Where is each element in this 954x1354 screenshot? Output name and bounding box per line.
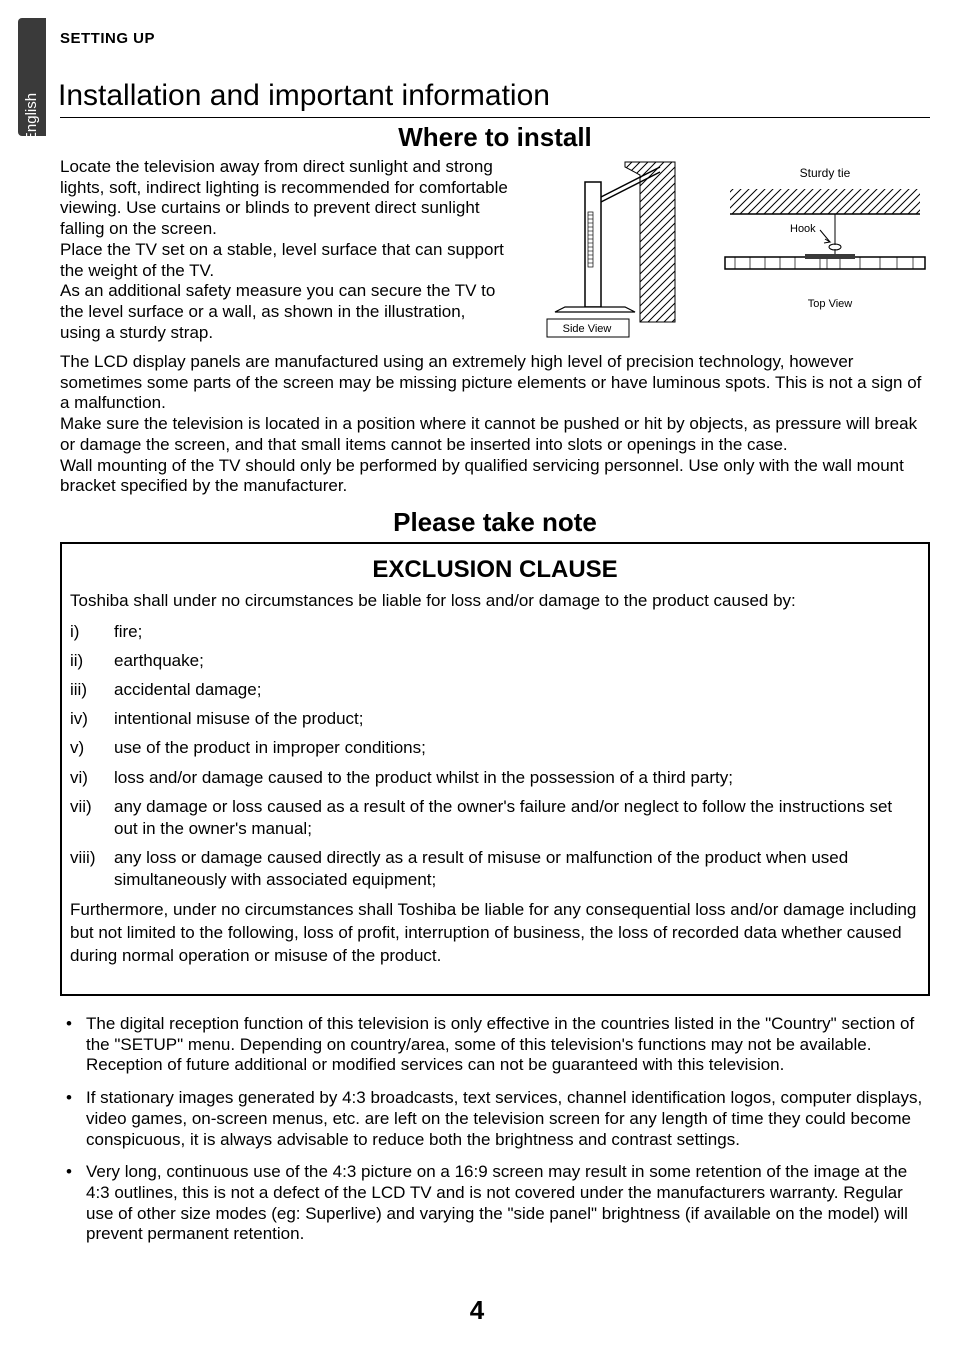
bullet-text: The digital reception function of this t… — [86, 1014, 930, 1076]
clause-item: i)fire; — [70, 621, 920, 643]
clause-item: ii)earthquake; — [70, 650, 920, 672]
clause-num: iii) — [70, 679, 114, 701]
clause-item: viii)any loss or damage caused directly … — [70, 847, 920, 891]
clause-num: v) — [70, 737, 114, 759]
clause-num: vi) — [70, 767, 114, 789]
section-header: SETTING UP — [60, 30, 930, 47]
clause-text: fire; — [114, 621, 920, 643]
page-number: 4 — [0, 1295, 954, 1326]
clause-text: any damage or loss caused as a result of… — [114, 796, 920, 840]
bullet-dot: • — [60, 1014, 86, 1076]
intro-para-2: Place the TV set on a stable, level surf… — [60, 240, 510, 281]
clause-num: viii) — [70, 847, 114, 891]
clause-text: intentional misuse of the product; — [114, 708, 920, 730]
please-take-note-heading: Please take note — [60, 507, 930, 538]
installation-diagram: Side View Sturdy tie Hook — [520, 157, 930, 352]
clause-text: accidental damage; — [114, 679, 920, 701]
exclusion-clause-list: i)fire; ii)earthquake; iii)accidental da… — [70, 621, 920, 891]
side-view-group: Side View — [547, 162, 675, 337]
clause-item: v)use of the product in improper conditi… — [70, 737, 920, 759]
notes-bullets: •The digital reception function of this … — [60, 1014, 930, 1245]
intro-left-column: Locate the television away from direct s… — [60, 157, 510, 352]
diagram-svg: Side View Sturdy tie Hook — [520, 157, 930, 352]
clause-item: vi)loss and/or damage caused to the prod… — [70, 767, 920, 789]
page-content: SETTING UP Installation and important in… — [60, 30, 930, 1257]
bullet-dot: • — [60, 1162, 86, 1245]
top-view-label: Top View — [808, 298, 852, 310]
clause-num: i) — [70, 621, 114, 643]
page-title: Installation and important information — [58, 79, 930, 113]
bullet-text: Very long, continuous use of the 4:3 pic… — [86, 1162, 930, 1245]
clause-text: any loss or damage caused directly as a … — [114, 847, 920, 891]
intro-para-5: Make sure the television is located in a… — [60, 414, 930, 455]
exclusion-lead: Toshiba shall under no circumstances be … — [70, 590, 920, 613]
bullet-text: If stationary images generated by 4:3 br… — [86, 1088, 930, 1150]
side-view-label: Side View — [563, 323, 612, 335]
sturdy-tie-label: Sturdy tie — [800, 166, 851, 180]
where-to-install-heading: Where to install — [60, 122, 930, 153]
exclusion-clause-title: EXCLUSION CLAUSE — [70, 556, 920, 584]
intro-full-width: The LCD display panels are manufactured … — [60, 352, 930, 497]
language-tab-label: English — [24, 93, 41, 142]
clause-item: vii)any damage or loss caused as a resul… — [70, 796, 920, 840]
title-rule — [60, 117, 930, 118]
exclusion-furthermore: Furthermore, under no circumstances shal… — [70, 899, 920, 968]
clause-text: use of the product in improper condition… — [114, 737, 920, 759]
language-tab: English — [18, 18, 46, 136]
hook-label: Hook — [790, 223, 816, 235]
clause-item: iv)intentional misuse of the product; — [70, 708, 920, 730]
clause-num: ii) — [70, 650, 114, 672]
intro-two-col: Locate the television away from direct s… — [60, 157, 930, 352]
exclusion-clause-box: EXCLUSION CLAUSE Toshiba shall under no … — [60, 542, 930, 996]
intro-para-6: Wall mounting of the TV should only be p… — [60, 456, 930, 497]
intro-para-1: Locate the television away from direct s… — [60, 157, 510, 240]
intro-para-3: As an additional safety measure you can … — [60, 281, 510, 343]
bullet-item: •The digital reception function of this … — [60, 1014, 930, 1076]
bullet-item: •Very long, continuous use of the 4:3 pi… — [60, 1162, 930, 1245]
top-view-group: Sturdy tie Hook — [725, 166, 925, 310]
clause-text: earthquake; — [114, 650, 920, 672]
clause-num: iv) — [70, 708, 114, 730]
clause-item: iii)accidental damage; — [70, 679, 920, 701]
bullet-dot: • — [60, 1088, 86, 1150]
clause-text: loss and/or damage caused to the product… — [114, 767, 920, 789]
bullet-item: •If stationary images generated by 4:3 b… — [60, 1088, 930, 1150]
intro-para-4: The LCD display panels are manufactured … — [60, 352, 930, 414]
clause-num: vii) — [70, 796, 114, 840]
